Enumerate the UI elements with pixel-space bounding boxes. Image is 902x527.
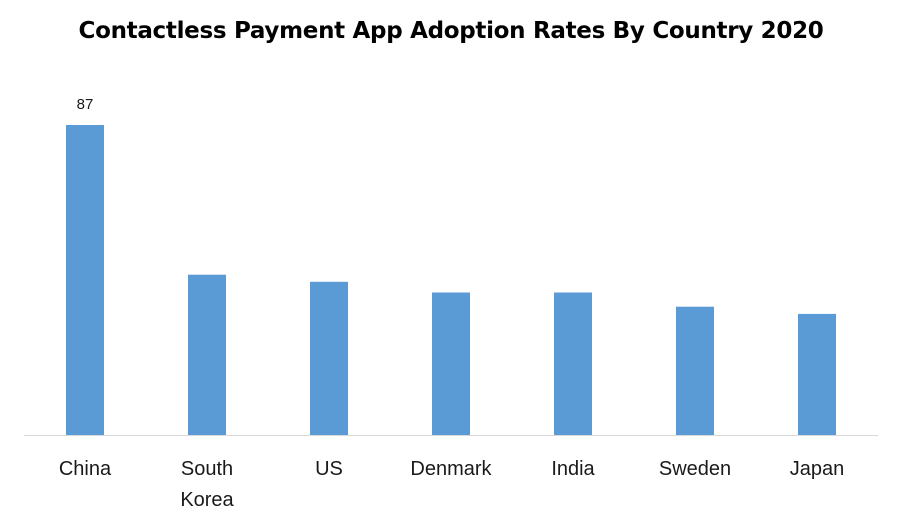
bar-denmark bbox=[432, 292, 470, 435]
chart-title: Contactless Payment App Adoption Rates B… bbox=[78, 18, 824, 44]
x-tick-label-us: US bbox=[315, 458, 343, 480]
x-tick-label-india: India bbox=[551, 458, 595, 480]
bar-china bbox=[66, 125, 104, 435]
data-label-china: 87 bbox=[77, 96, 94, 113]
bar-sweden bbox=[676, 306, 714, 435]
x-tick-label-sweden: Sweden bbox=[659, 458, 731, 480]
x-tick-label-south-korea: South Korea bbox=[180, 458, 234, 511]
labels-layer: China 87 South Korea US Denmark India Sweden Jap… bbox=[59, 96, 844, 511]
bar-us bbox=[310, 281, 348, 435]
bars-layer bbox=[66, 125, 836, 435]
bar-japan bbox=[798, 313, 836, 435]
bar-south-korea bbox=[188, 274, 226, 435]
x-tick-label-china: China bbox=[59, 458, 112, 480]
x-tick-label-denmark: Denmark bbox=[410, 458, 492, 480]
bar-india bbox=[554, 292, 592, 435]
x-tick-label-japan: Japan bbox=[790, 458, 845, 480]
